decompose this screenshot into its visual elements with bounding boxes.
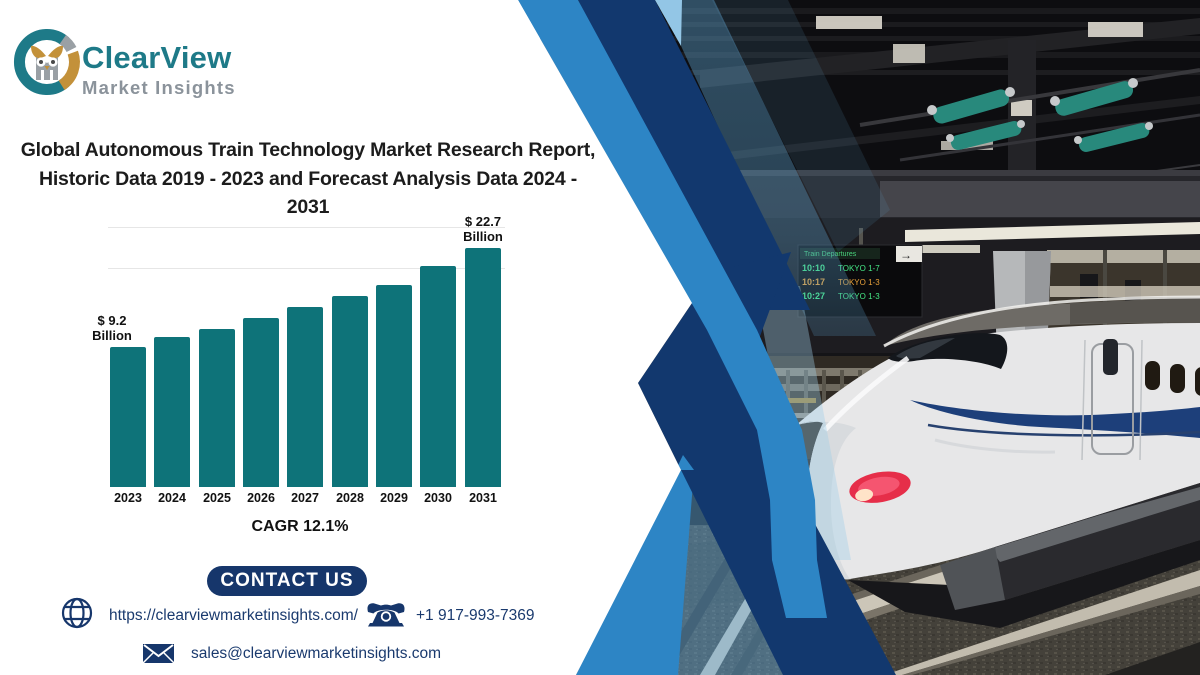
svg-text:TOKYO 1-3: TOKYO 1-3 [838,278,880,287]
svg-text:→: → [900,248,912,262]
svg-text:TOKYO 1-7: TOKYO 1-7 [838,264,880,273]
svg-text:TOKYO 1-3: TOKYO 1-3 [838,292,880,301]
